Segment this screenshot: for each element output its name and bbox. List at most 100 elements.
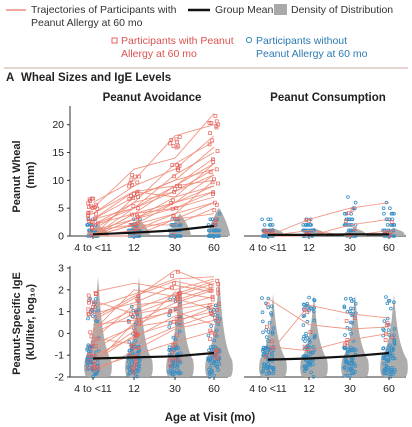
trajectory-line	[92, 191, 215, 237]
allergic-point	[208, 337, 212, 342]
nonallergic-point	[308, 363, 312, 368]
nonallergic-point	[304, 354, 309, 358]
allergic-point	[135, 219, 140, 224]
nonallergic-point	[311, 374, 316, 379]
trajectory-line	[267, 229, 390, 237]
nonallergic-point	[352, 348, 356, 353]
allergic-point	[215, 350, 220, 354]
allergic-point	[170, 163, 175, 167]
allergic-point	[208, 170, 213, 175]
nonallergic-point	[217, 228, 222, 233]
allergic-point	[175, 163, 180, 168]
trajectory-line	[92, 295, 215, 334]
allergic-point	[135, 298, 140, 303]
allergic-point	[302, 344, 307, 349]
allergic-point	[305, 310, 310, 314]
allergic-point	[94, 365, 99, 370]
nonallergic-point	[392, 300, 396, 305]
allergic-point	[175, 168, 180, 172]
allergic-point	[210, 312, 215, 317]
nonallergic-point	[85, 359, 89, 363]
nonallergic-point	[210, 217, 215, 222]
nonallergic-point	[344, 368, 349, 372]
allergic-point	[216, 282, 221, 287]
nonallergic-point	[386, 328, 391, 332]
nonallergic-point	[385, 301, 390, 306]
nonallergic-point	[349, 217, 354, 222]
allergic-point	[88, 210, 93, 215]
trajectory-line	[267, 332, 390, 352]
nonallergic-point	[353, 301, 358, 306]
allergic-point	[212, 208, 217, 213]
y-tick-label: 2	[58, 284, 64, 296]
nonallergic-point	[214, 234, 219, 238]
allergic-point	[177, 357, 182, 362]
allergic-point	[93, 216, 98, 221]
allergic-point	[210, 180, 215, 185]
trajectory-line	[92, 152, 215, 237]
nonallergic-point	[382, 211, 386, 216]
nonallergic-point	[381, 346, 385, 351]
nonallergic-point	[304, 223, 309, 227]
nonallergic-point	[312, 297, 316, 302]
allergic-point	[174, 216, 179, 221]
allergic-point	[171, 198, 175, 203]
nonallergic-point	[386, 298, 391, 303]
allergic-point	[214, 119, 219, 124]
nonallergic-point	[137, 348, 142, 352]
nonallergic-point	[302, 369, 307, 373]
panel-ige-consumption: 4 to <11 12 30 60	[244, 294, 408, 395]
allergic-point	[87, 219, 91, 223]
allergic-point	[175, 269, 180, 274]
allergic-point	[177, 294, 182, 299]
nonallergic-point	[208, 357, 213, 362]
allergic-point	[89, 220, 94, 224]
nonallergic-point	[385, 223, 390, 227]
nonallergic-point	[351, 306, 356, 311]
nonallergic-point	[261, 369, 266, 373]
allergic-point	[173, 342, 178, 347]
nonallergic-point	[127, 371, 132, 376]
allergic-point	[308, 330, 313, 334]
nonallergic-point	[388, 206, 392, 211]
allergic-point	[210, 138, 215, 143]
allergic-point	[214, 202, 219, 207]
allergic-point	[172, 174, 177, 179]
nonallergic-point	[213, 363, 218, 368]
nonallergic-point	[177, 329, 182, 334]
allergic-point	[216, 319, 221, 324]
nonallergic-point	[175, 234, 179, 238]
trajectory-line	[93, 202, 215, 237]
nonallergic-point	[390, 211, 395, 216]
allergic-point	[208, 284, 213, 288]
nonallergic-point	[177, 369, 181, 374]
trajectory-line	[92, 202, 215, 231]
nonallergic-point	[179, 234, 183, 238]
nonallergic-point	[167, 369, 171, 374]
y-tick-label: 10	[52, 175, 64, 187]
nonallergic-point	[171, 335, 176, 340]
nonallergic-point	[311, 362, 315, 367]
y-tick-label: 1	[58, 306, 64, 318]
nonallergic-point	[270, 330, 275, 334]
allergic-point	[175, 297, 180, 302]
nonallergic-point	[267, 223, 272, 227]
panel-title-consumption: Peanut Consumption	[270, 92, 386, 104]
allergic-point	[213, 332, 218, 337]
group-mean-line	[268, 233, 389, 236]
nonallergic-point	[207, 367, 211, 372]
trajectory-line	[92, 280, 215, 319]
nonallergic-point	[95, 319, 100, 324]
x-tick-label: 60	[383, 242, 395, 254]
allergic-point	[177, 321, 182, 325]
nonallergic-point	[352, 362, 357, 366]
nonallergic-point	[305, 301, 310, 306]
allergic-point	[265, 302, 270, 307]
section-letter: A	[6, 72, 14, 84]
nonallergic-point	[208, 371, 213, 376]
nonallergic-point	[343, 374, 348, 378]
allergic-point	[131, 345, 135, 350]
trajectory-line	[92, 113, 215, 209]
allergic-point	[177, 135, 182, 139]
nonallergic-point	[381, 228, 385, 233]
